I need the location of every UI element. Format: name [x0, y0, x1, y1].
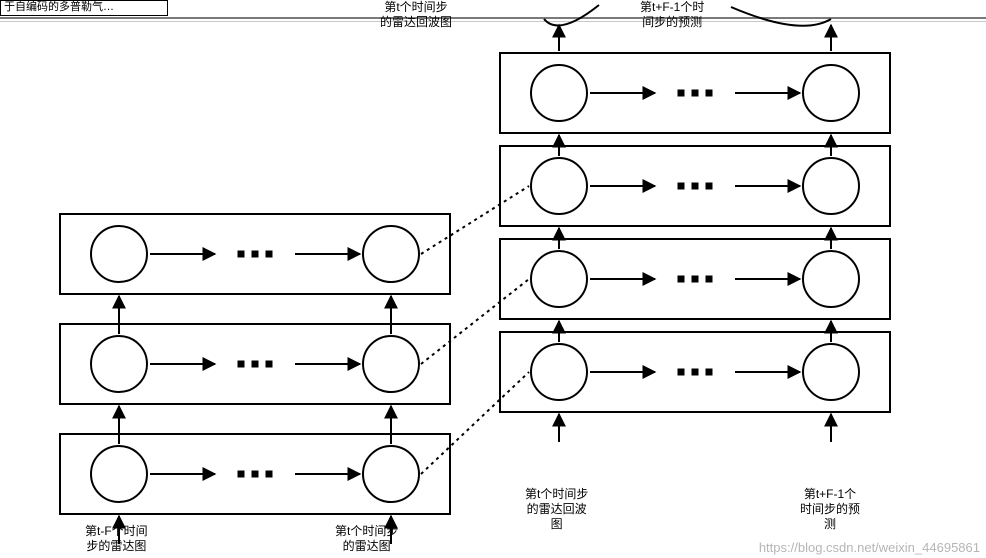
label-input-echo-t: 第t个时间步的雷达回波图: [525, 487, 588, 532]
label-input-pred-tF1: 第t+F-1个时间步的预测: [800, 487, 860, 532]
label-input-t: 第t个时间步的雷达图: [335, 524, 398, 554]
architecture-diagram: [0, 0, 986, 558]
label-input-tminusF: 第t-F个时间步的雷达图: [85, 524, 148, 554]
label-output-tF1: 第t+F-1个时间步的预测: [640, 0, 704, 30]
label-output-t: 第t个时间步的雷达回波图: [380, 0, 452, 30]
watermark: https://blog.csdn.net/weixin_44695861: [759, 540, 980, 555]
